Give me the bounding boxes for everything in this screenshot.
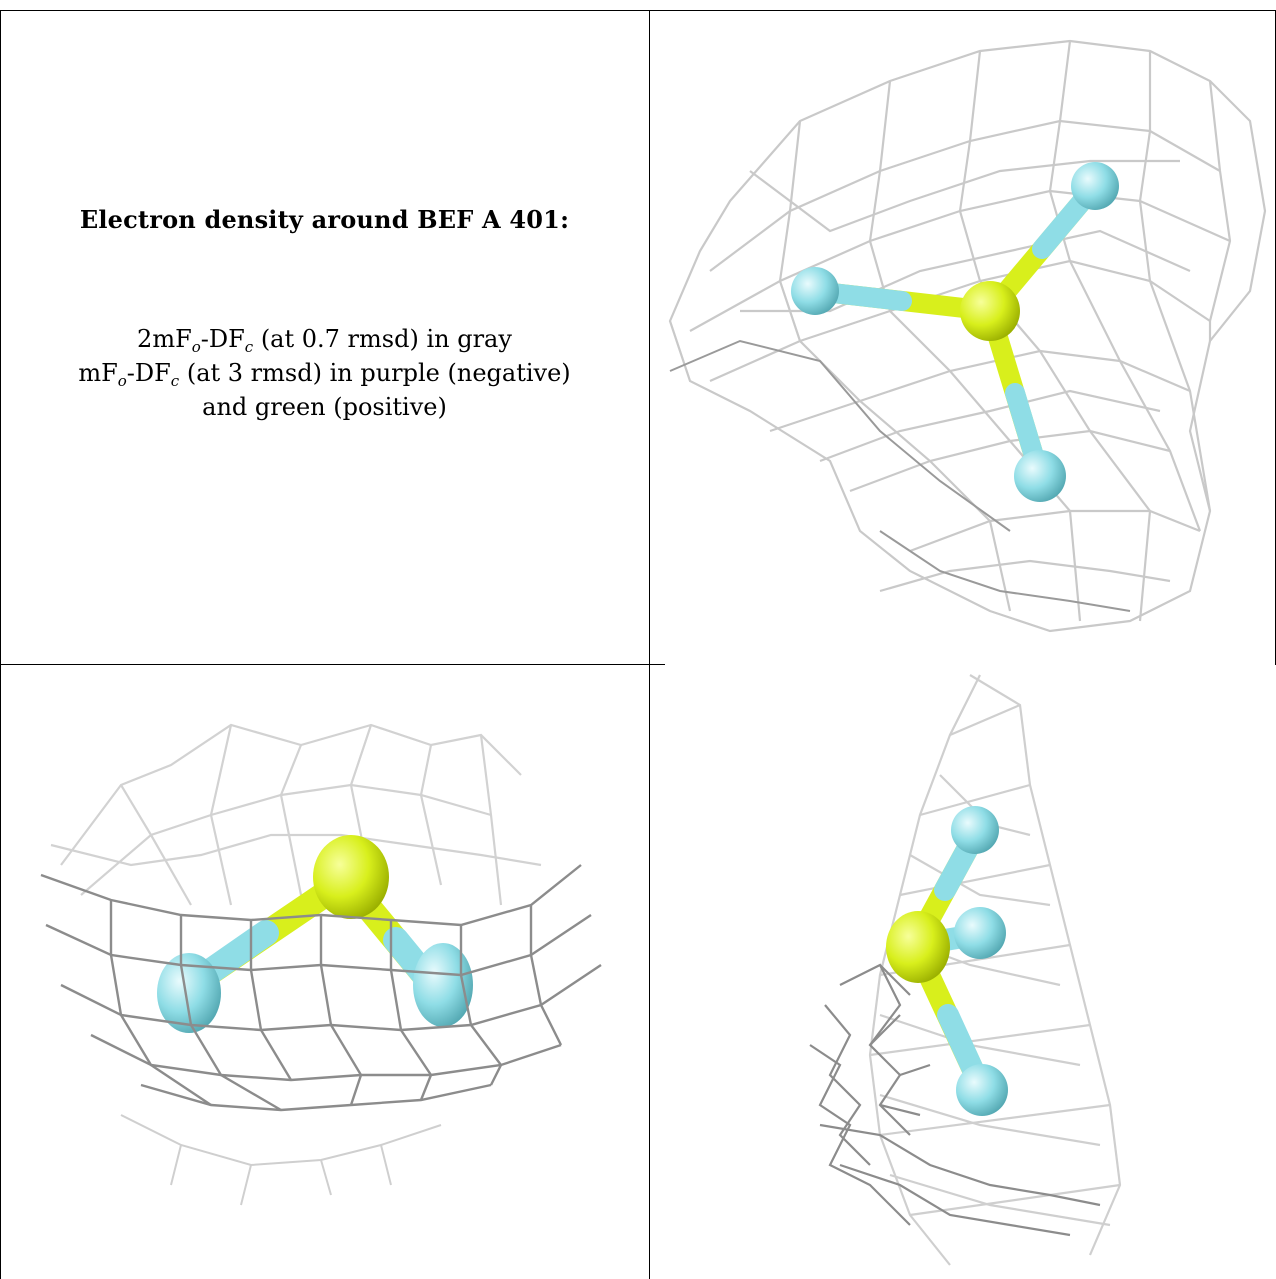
border-top — [0, 10, 1276, 11]
density-mesh-back — [50, 723, 542, 906]
panel-top-right — [650, 11, 1275, 664]
fluorine-atom — [951, 806, 999, 854]
panel-bottom-right — [650, 665, 1276, 1279]
beryllium-atom — [313, 835, 389, 919]
caption-cell: Electron density around BEF A 401: 2mFo-… — [0, 11, 649, 664]
border-left — [0, 10, 1, 1279]
bef3-molecule — [791, 162, 1119, 502]
density-mesh-front — [40, 864, 602, 1112]
density-mesh — [668, 39, 1267, 633]
caption-line-gray-map: 2mFo-DFc (at 0.7 rmsd) in gray — [137, 325, 512, 356]
fluorine-atom — [956, 1064, 1008, 1116]
fluorine-atom — [954, 907, 1006, 959]
caption-line-color-legend: and green (positive) — [202, 393, 447, 421]
panel-bottom-left — [1, 665, 649, 1279]
density-mesh-lower — [120, 1114, 442, 1206]
bef3-molecule — [157, 835, 473, 1033]
caption-title: Electron density around BEF A 401: — [79, 205, 570, 234]
beryllium-atom — [886, 911, 950, 983]
divider-horizontal — [0, 664, 665, 665]
bef3-molecule — [886, 806, 1008, 1116]
divider-vertical — [649, 10, 650, 1279]
beryllium-atom — [960, 281, 1020, 341]
density-mesh-front — [809, 963, 1101, 1237]
density-view-top-right — [668, 39, 1267, 633]
density-mesh-dark — [669, 339, 1131, 612]
fluorine-atom — [1014, 450, 1066, 502]
density-view-bottom-right — [809, 674, 1122, 1266]
fluorine-atom — [413, 943, 473, 1027]
caption-line-difference-map: mFo-DFc (at 3 rmsd) in purple (negative) — [78, 359, 571, 390]
fluorine-atom — [1071, 162, 1119, 210]
fluorine-atom — [791, 267, 839, 315]
fluorine-atom — [157, 953, 221, 1033]
density-view-bottom-left — [40, 723, 602, 1206]
